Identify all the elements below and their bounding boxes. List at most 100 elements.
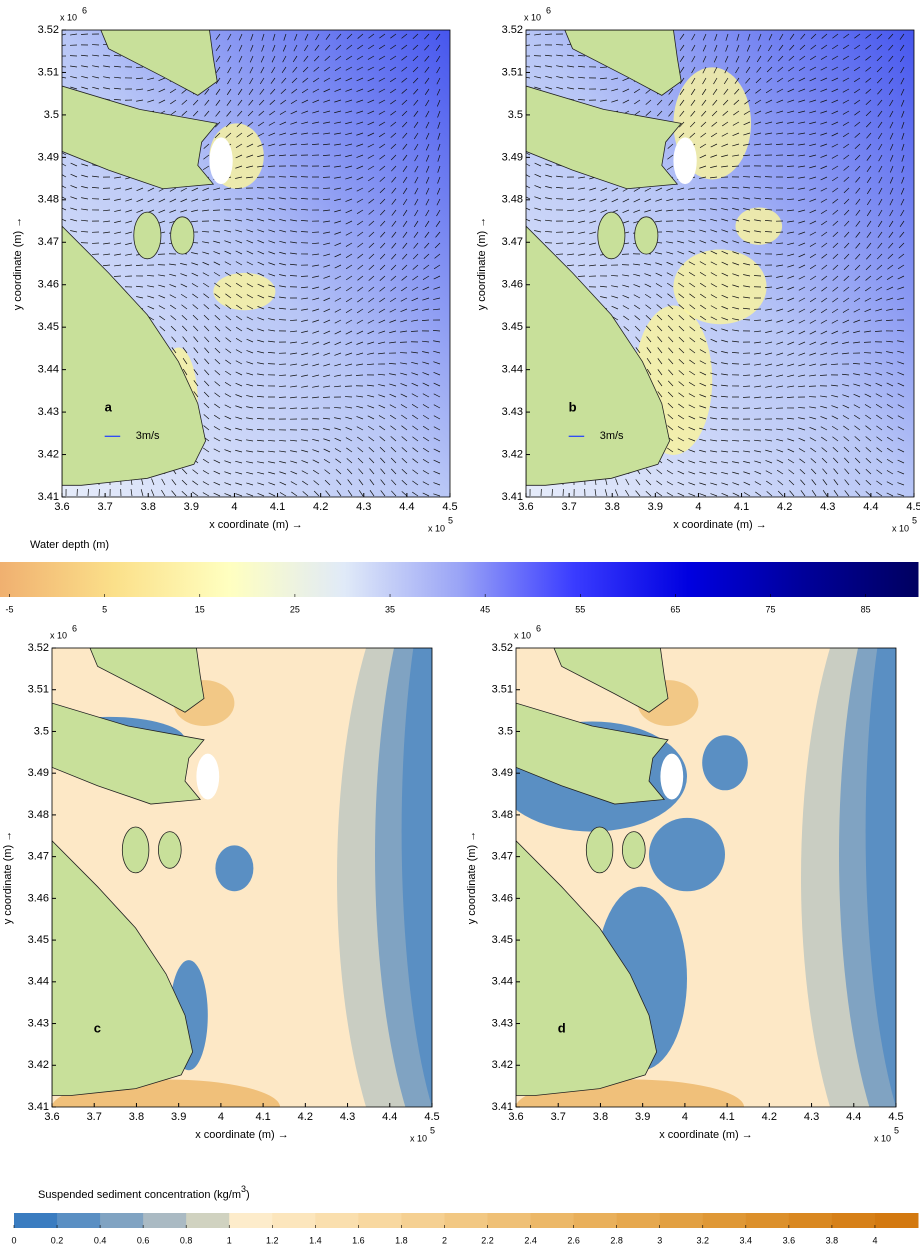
- y-tick-label: 3.48: [28, 809, 49, 821]
- x-tick-label: 4: [682, 1111, 688, 1123]
- y-axis-label: y coordinate (m) →: [466, 831, 478, 925]
- map-panel: 3.63.73.83.944.14.24.34.44.53.413.423.43…: [2, 487, 565, 1221]
- y-multiplier: x 10: [60, 12, 77, 22]
- colorbar-tick-label: 0.4: [94, 1235, 107, 1245]
- y-tick-label: 3.5: [498, 725, 513, 737]
- y-axis-label: y coordinate (m) →: [12, 217, 24, 311]
- x-multiplier: x 10: [410, 1133, 427, 1143]
- colorbar-tick-label: 2.2: [481, 1235, 494, 1245]
- dry-area: [673, 137, 696, 184]
- colorbar-band: [272, 1213, 316, 1228]
- colorbar-band: [531, 1213, 575, 1228]
- y-tick-label: 3.44: [38, 364, 59, 376]
- y-tick-label: 3.42: [502, 448, 523, 460]
- panel-label: d: [558, 1020, 566, 1035]
- x-multiplier: x 10: [874, 1133, 891, 1143]
- y-tick-label: 3.51: [502, 66, 523, 78]
- y-tick-label: 3.44: [502, 364, 523, 376]
- y-tick-label: 3.46: [502, 279, 523, 291]
- x-tick-label: 4.2: [313, 501, 328, 513]
- x-multiplier: x 10: [892, 523, 909, 533]
- colorbar-band: [444, 1213, 488, 1228]
- y-multiplier: x 10: [514, 630, 531, 640]
- colorbar-band: [617, 1213, 661, 1228]
- x-axis-label: x coordinate (m) →: [209, 519, 303, 531]
- colorbar-tick-label: 75: [766, 604, 776, 614]
- colorbar-band: [789, 1213, 833, 1228]
- island: [586, 827, 613, 873]
- y-exponent: 6: [82, 5, 87, 15]
- y-tick-label: 3.47: [38, 236, 59, 248]
- x-tick-label: 3.8: [593, 1111, 608, 1123]
- dry-area: [196, 754, 219, 800]
- colorbar-tick-label: 3.8: [826, 1235, 839, 1245]
- x-tick-label: 4.2: [777, 501, 792, 513]
- colorbar-tick-label: 55: [575, 604, 585, 614]
- colorbar-band: [186, 1213, 230, 1228]
- colorbar-tick-label: 0.2: [51, 1235, 64, 1245]
- colorbar-tick-label: 25: [290, 604, 300, 614]
- x-tick-label: 4.3: [340, 1111, 355, 1123]
- x-tick-label: 4.3: [820, 501, 835, 513]
- colorbar-band: [57, 1213, 101, 1228]
- colorbar-fill: [0, 562, 918, 597]
- x-tick-label: 3.7: [551, 1111, 566, 1123]
- colorbar-tick-label: 5: [102, 604, 107, 614]
- y-tick-label: 3.49: [492, 767, 513, 779]
- x-tick-label: 3.9: [648, 501, 663, 513]
- x-tick-label: 4.5: [424, 1111, 439, 1123]
- y-tick-label: 3.42: [28, 1059, 49, 1071]
- y-exponent: 6: [72, 623, 77, 633]
- y-tick-label: 3.44: [492, 976, 513, 988]
- colorbar-band: [401, 1213, 445, 1228]
- y-axis-label: y coordinate (m) →: [2, 831, 14, 925]
- y-tick-label: 3.51: [28, 684, 49, 696]
- colorbar-tick-label: 3.4: [740, 1235, 753, 1245]
- map-panel: 3.63.73.83.944.14.24.34.44.53.413.423.43…: [12, 5, 458, 533]
- colorbar-tick-label: 2.6: [567, 1235, 580, 1245]
- island: [622, 832, 645, 869]
- x-tick-label: 3.7: [87, 1111, 102, 1123]
- figure: 3.63.73.83.944.14.24.34.44.53.413.423.43…: [0, 0, 920, 1245]
- y-tick-label: 3.47: [502, 236, 523, 248]
- colorbar-title: Suspended sediment concentration (kg/m3): [38, 1184, 250, 1201]
- y-tick-label: 3.41: [492, 1101, 513, 1113]
- colorbar-tick-label: 0.8: [180, 1235, 193, 1245]
- colorbar-tick-label: 0.6: [137, 1235, 150, 1245]
- x-axis-label: x coordinate (m) →: [195, 1129, 289, 1141]
- colorbar-title: Water depth (m): [30, 539, 109, 551]
- y-multiplier: x 10: [524, 12, 541, 22]
- y-axis-label: y coordinate (m) →: [476, 217, 488, 311]
- field: [523, 30, 914, 497]
- colorbar: Suspended sediment concentration (kg/m3)…: [11, 1184, 918, 1245]
- y-tick-label: 3.42: [492, 1059, 513, 1071]
- colorbar-tick-label: 3.6: [783, 1235, 796, 1245]
- x-tick-label: 3.7: [561, 501, 576, 513]
- y-tick-label: 3.47: [492, 851, 513, 863]
- colorbar-tick-label: -5: [6, 604, 14, 614]
- x-multiplier: x 10: [428, 523, 445, 533]
- x-exponent: 5: [430, 1125, 435, 1135]
- x-tick-label: 4.4: [399, 501, 414, 513]
- colorbar-band: [229, 1213, 273, 1228]
- y-tick-label: 3.52: [38, 24, 59, 36]
- y-tick-label: 3.49: [38, 151, 59, 163]
- title-text: Suspended sediment concentration (kg/m: [38, 1189, 241, 1201]
- colorbar: Water depth (m)-551525354555657585: [0, 539, 919, 614]
- x-tick-label: 4.2: [762, 1111, 777, 1123]
- y-tick-label: 3.48: [38, 194, 59, 206]
- y-tick-label: 3.42: [38, 448, 59, 460]
- colorbar-tick-label: 85: [861, 604, 871, 614]
- y-tick-label: 3.52: [502, 24, 523, 36]
- colorbar-band: [832, 1213, 876, 1228]
- title-text: Water depth (m): [30, 539, 109, 551]
- y-tick-label: 3.46: [492, 892, 513, 904]
- y-tick-label: 3.5: [508, 109, 523, 121]
- y-tick-label: 3.45: [38, 321, 59, 333]
- colorbar-tick-label: 2: [442, 1235, 447, 1245]
- y-tick-label: 3.5: [44, 109, 59, 121]
- colorbar-band: [703, 1213, 747, 1228]
- y-exponent: 6: [536, 623, 541, 633]
- y-tick-label: 3.44: [28, 976, 49, 988]
- x-axis-label: x coordinate (m) →: [673, 519, 767, 531]
